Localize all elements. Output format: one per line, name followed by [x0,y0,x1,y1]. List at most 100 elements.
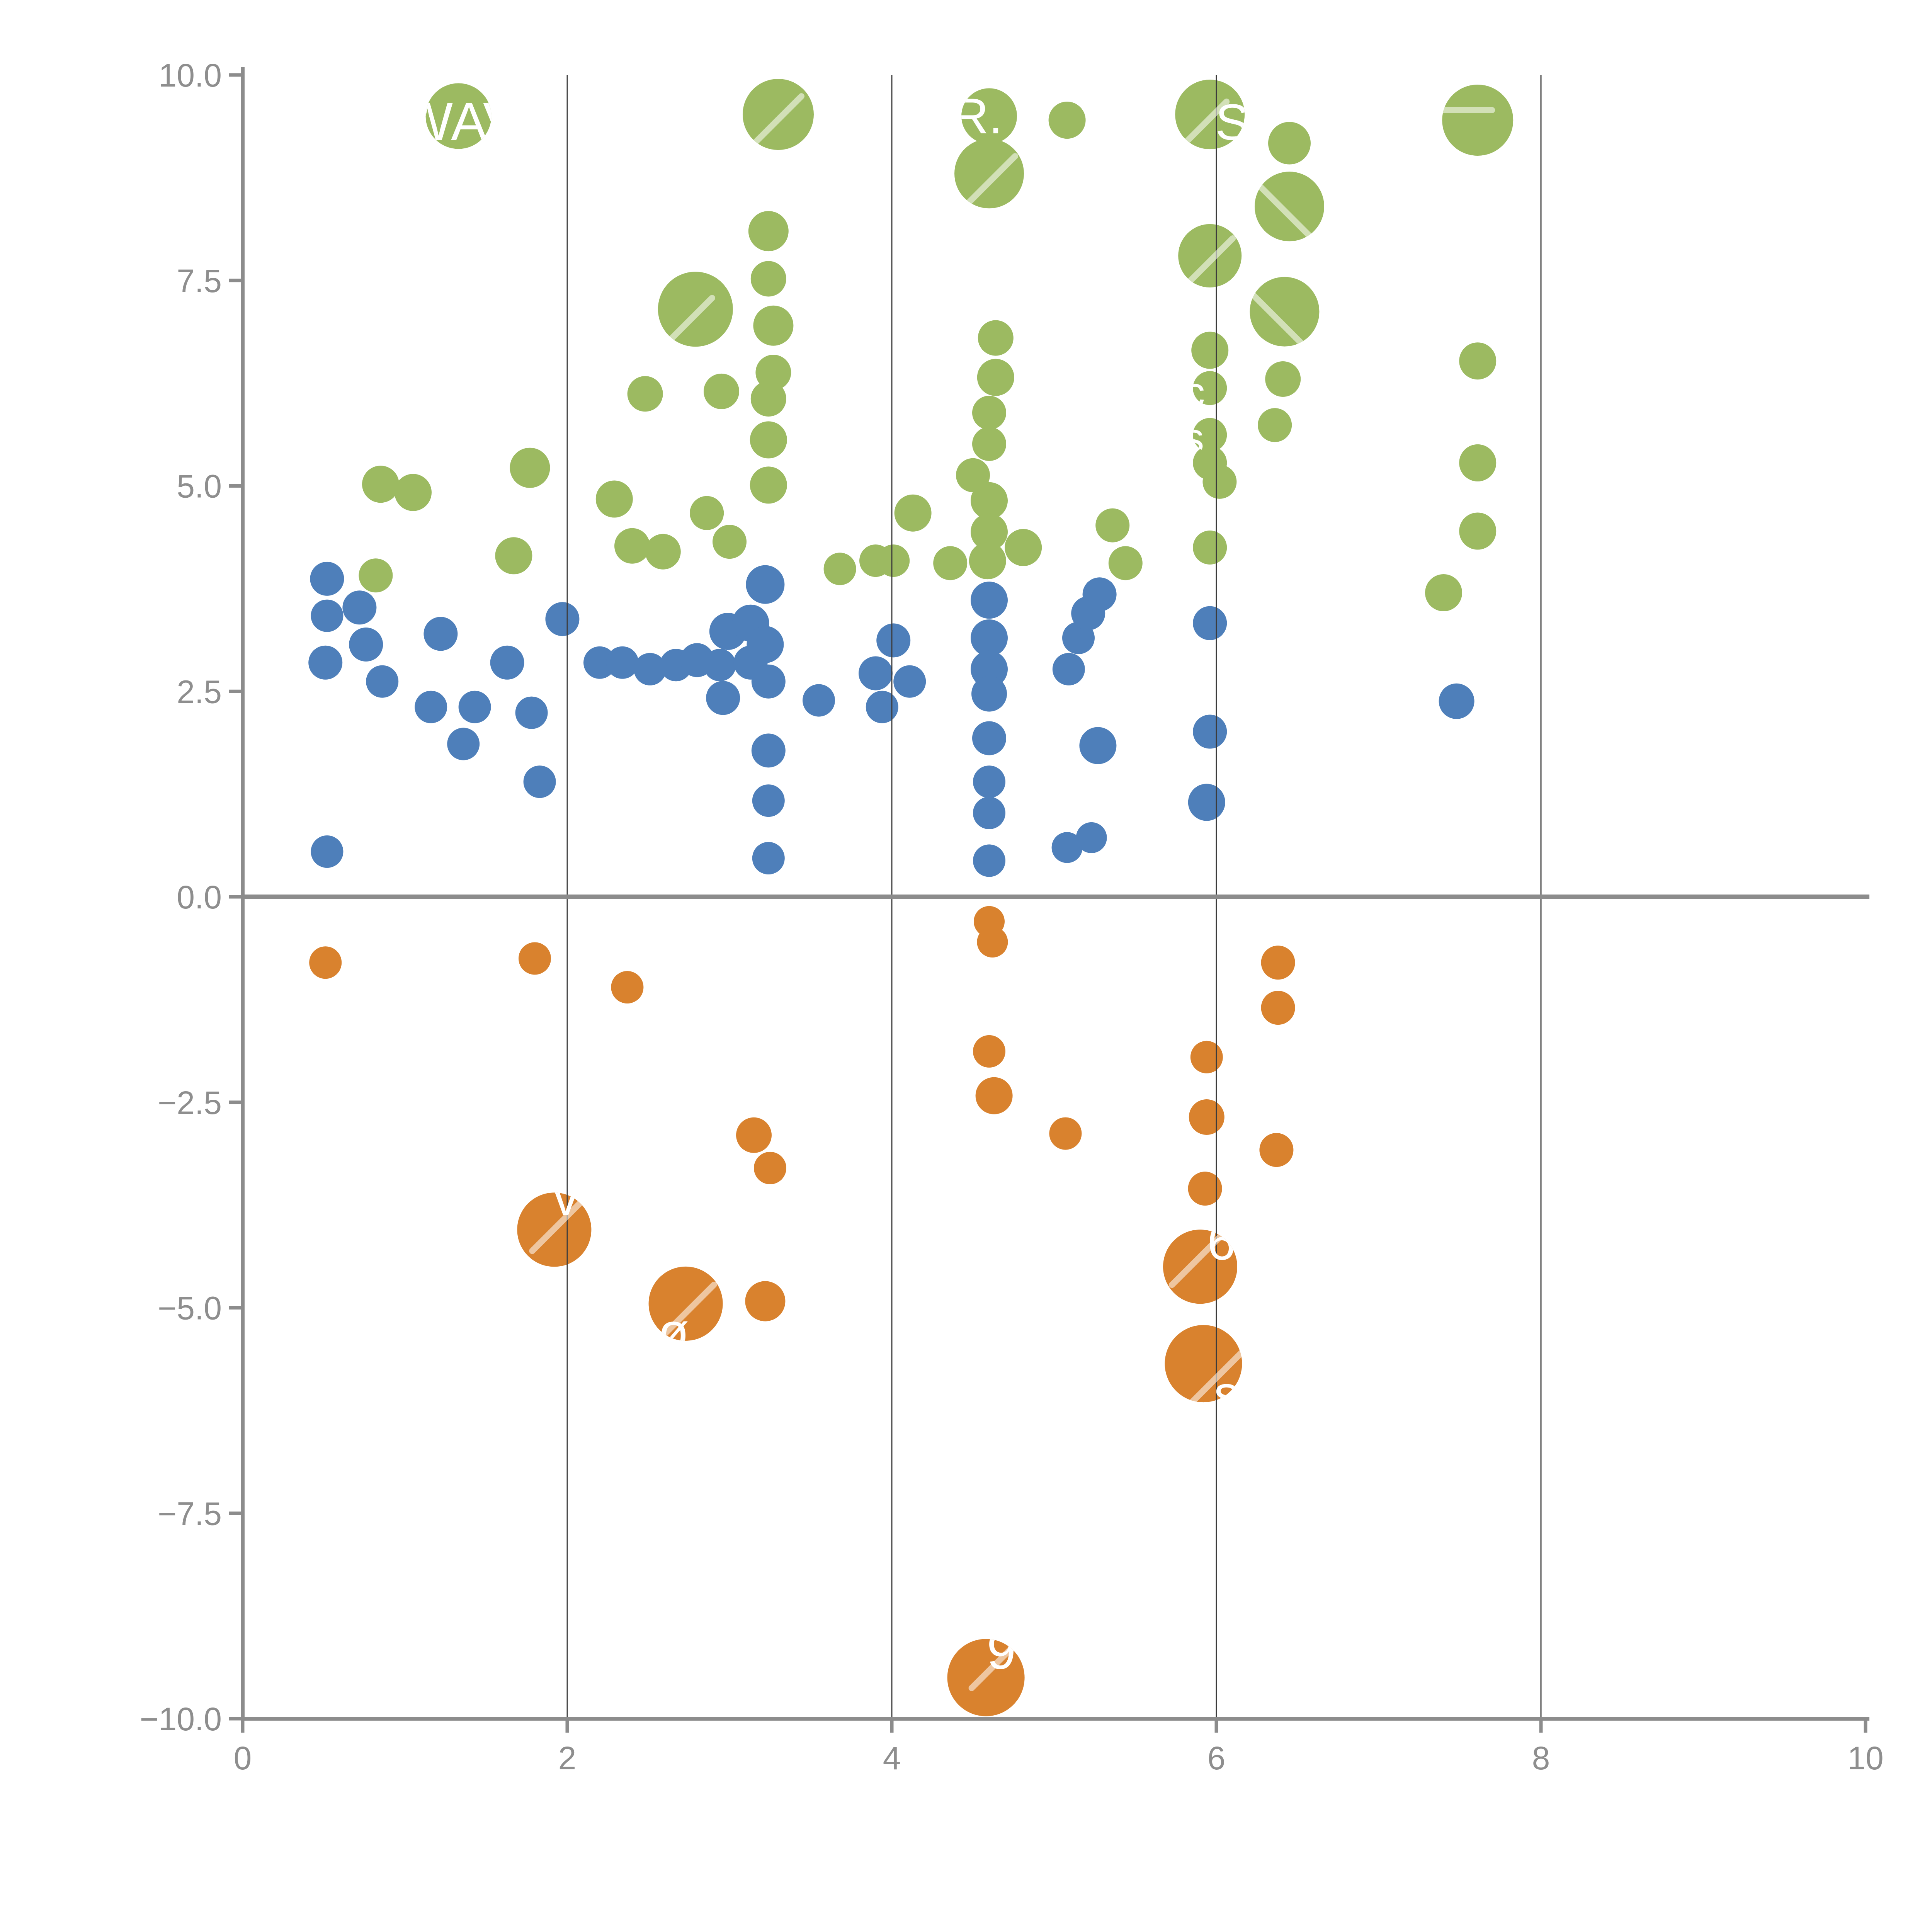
blue-bubble [308,645,343,680]
y-tick-label: 2.5 [177,673,222,710]
blue-bubble [972,721,1006,755]
orange-bubble [648,1266,723,1341]
bubble-text-fragment: S [1215,94,1249,151]
blue-bubble [973,797,1005,829]
y-tick-label: −5.0 [158,1290,222,1327]
green-bubble [972,396,1006,430]
bubble-annotation-group [1178,235,1236,287]
pale-stroke-mark [1250,284,1315,347]
green-bubble [750,466,787,504]
bubble-text-fragment: v [553,1169,578,1226]
orange-bubble [611,971,644,1003]
green-bubble [977,359,1014,396]
blue-bubble [515,696,548,729]
blue-bubble [1079,727,1117,764]
bubble-text-fragment: s [1214,1366,1239,1422]
bubble-text-fragment: WAV [402,91,519,152]
orange-bubble [745,1281,786,1321]
green-bubble [395,474,432,511]
green-bubble [755,355,791,390]
blue-bubble [583,646,616,679]
x-tick-label: 4 [883,1740,901,1776]
x-tick-label: 0 [234,1740,252,1776]
orange-bubble [1163,1230,1237,1304]
green-bubble [1005,529,1042,566]
orange-bubble [1165,1325,1242,1403]
bubble-annotation-group [658,295,715,347]
orange-bubble [1189,1099,1225,1135]
bubble-text-fragment: ø [658,1303,689,1360]
green-bubble [750,421,787,459]
blue-bubble [1439,683,1475,719]
y-tick-label: −10.0 [139,1701,222,1737]
green-bubble [645,534,681,570]
green-bubble [753,305,794,346]
pale-stroke-mark [968,1639,1025,1691]
green-bubble [750,381,786,417]
green-bubble [425,83,492,149]
blue-bubble [447,728,480,760]
pale-stroke-mark [658,295,715,347]
bubble-annotation-group: c [1184,368,1205,415]
green-bubble [954,139,1024,209]
blue-bubble [747,626,784,663]
green-bubble [627,376,663,412]
blue-bubble [876,623,911,658]
bubble-text-fragment: c [1184,368,1205,415]
green-bubble [971,513,1008,551]
blue-bubble [752,842,785,874]
blue-bubble [866,690,898,723]
green-bubble [956,458,990,492]
x-tick-label: 6 [1208,1740,1226,1776]
orange-bubble [977,927,1008,957]
green-bubble [894,494,932,532]
blue-bubble [973,844,1005,877]
orange-bubble [973,1035,1005,1068]
blue-bubble [545,602,580,636]
green-bubble [823,553,856,585]
green-bubble [1425,574,1462,611]
blue-bubble [751,733,786,768]
bubble-annotation-group [1255,175,1321,242]
green-bubble [495,537,532,575]
green-bubble [690,496,724,530]
green-bubble [510,447,550,488]
green-bubble [713,525,747,559]
blue-bubble [971,676,1007,712]
blue-bubble [634,653,667,685]
orange-bubble [1259,1133,1294,1167]
blue-bubble [752,784,785,817]
green-bubble [1265,361,1301,397]
bubble-text-fragment: R. [952,88,1003,144]
blue-bubble [703,649,736,682]
green-bubble [972,427,1006,461]
bubble-annotation-group: R. [952,88,1003,144]
blue-bubble [415,690,447,723]
orange-bubble [1049,1117,1082,1150]
green-bubble [359,558,393,593]
blue-bubble [606,646,639,679]
blue-bubble [1052,653,1085,685]
blue-bubble [366,665,399,698]
blue-bubble [971,582,1008,619]
series-green [359,79,1514,611]
green-bubble [1268,122,1311,165]
blue-bubble [971,619,1008,656]
green-bubble [1191,332,1229,369]
green-bubble [704,373,739,409]
blue-bubble [490,645,524,680]
blue-bubble [893,665,926,698]
green-bubble [1193,531,1227,565]
x-tick-label: 8 [1532,1740,1550,1776]
green-bubble [1108,546,1143,580]
blue-bubble [1193,606,1227,640]
green-bubble [1459,444,1497,481]
bubble-annotation-group [954,153,1018,209]
green-bubble [969,542,1006,580]
bubble-annotation-group [743,93,804,150]
blue-bubble [1076,822,1107,853]
green-bubble [750,261,786,297]
orange-bubble [519,942,551,975]
